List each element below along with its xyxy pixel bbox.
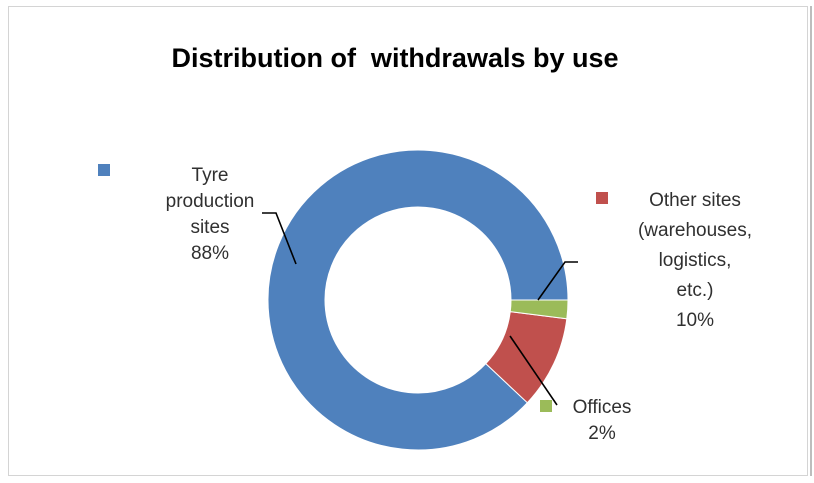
data-label-other-sites: Other sites xyxy=(649,190,741,211)
leader-line-other-sites xyxy=(537,261,578,301)
data-label-other-sites: etc.) xyxy=(677,280,714,301)
slice-tyre-production xyxy=(267,149,569,451)
slices-group xyxy=(267,149,569,451)
chart-title: Distribution of withdrawals by use xyxy=(171,43,618,73)
legend-key-offices xyxy=(540,400,552,412)
labels-group: Tyre production sites 88% Other sites (wareho… xyxy=(98,164,752,444)
leader-lines xyxy=(262,212,578,406)
data-label-offices: Offices xyxy=(573,397,632,418)
legend-key-tyre-production xyxy=(98,164,110,176)
data-label-other-sites: (warehouses, xyxy=(638,220,752,241)
data-label-value-offices: 2% xyxy=(588,423,616,444)
data-label-value-tyre-production: 88% xyxy=(191,243,229,264)
data-label-tyre-production: Tyre xyxy=(192,165,229,186)
data-label-tyre-production: production xyxy=(166,191,255,212)
data-label-tyre-production: sites xyxy=(190,217,229,238)
leader-line-offices xyxy=(509,335,558,406)
data-label-value-other-sites: 10% xyxy=(676,310,714,331)
data-label-other-sites: logistics, xyxy=(659,250,732,271)
frame-edge xyxy=(810,6,812,476)
slice-offices xyxy=(509,299,569,320)
leader-line-tyre-production xyxy=(262,212,297,265)
legend-key-other-sites xyxy=(596,192,608,204)
